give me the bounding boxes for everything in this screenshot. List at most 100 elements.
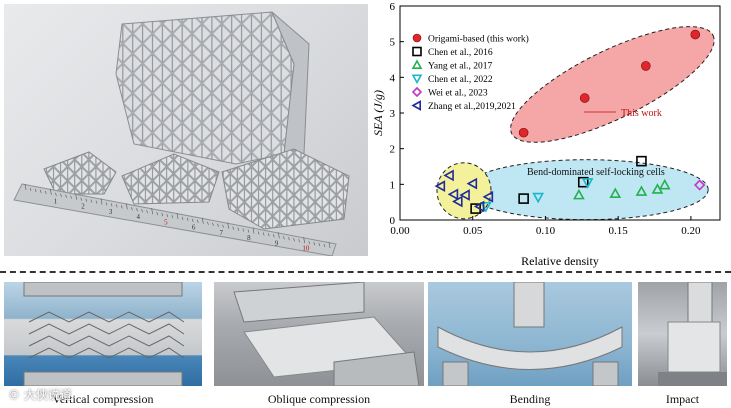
ruler-tick xyxy=(80,197,83,201)
ruler-tick xyxy=(166,213,169,218)
ruler-tick xyxy=(100,198,103,205)
x-tick-label: 0.20 xyxy=(681,225,701,237)
data-point-series-5 xyxy=(466,177,478,190)
small-specimen-3 xyxy=(221,148,350,230)
ruler-number: 1 xyxy=(54,197,58,205)
caption-impact: Impact xyxy=(665,392,700,406)
data-point-series-5 xyxy=(473,200,485,213)
legend-label-1: Chen et al., 2016 xyxy=(428,48,493,58)
data-point-series-1 xyxy=(636,155,647,167)
ruler-tick xyxy=(24,183,27,191)
ruler-tick xyxy=(181,216,184,221)
legend-marker-4 xyxy=(411,86,423,98)
ruler-number: 3 xyxy=(109,208,113,216)
y-tick-label: 0 xyxy=(390,215,396,227)
y-tick-label: 4 xyxy=(390,72,396,84)
ruler-number: 8 xyxy=(247,234,251,242)
ruler-tick xyxy=(247,229,250,233)
oblique-lattice-icon xyxy=(233,282,420,386)
small-specimen-2 xyxy=(121,153,220,205)
ruler-tick xyxy=(207,221,209,225)
ruler-tick xyxy=(303,237,305,244)
legend-marker-1 xyxy=(412,46,422,57)
ruler-tick xyxy=(262,232,265,236)
data-point-series-5 xyxy=(482,190,494,203)
ruler-tick xyxy=(308,241,311,245)
data-point-series-5 xyxy=(443,169,454,182)
ruler-number: 9 xyxy=(275,239,279,247)
data-point-series-2 xyxy=(573,188,585,200)
legend-marker-2 xyxy=(411,59,423,69)
ruler-tick xyxy=(283,236,285,240)
ruler-tick xyxy=(288,237,290,241)
ruler-tick xyxy=(90,199,93,203)
ruler-tick xyxy=(293,238,295,242)
ruler-tick xyxy=(257,231,260,235)
ruler-tick xyxy=(278,232,280,239)
ruler-tick xyxy=(151,208,153,215)
vertical-lattice-icon xyxy=(23,282,185,386)
data-point-series-3 xyxy=(581,178,594,189)
ruler-tick xyxy=(232,226,235,230)
ruler-number: 2 xyxy=(81,203,85,211)
ruler-tick xyxy=(318,242,321,247)
data-point-series-3 xyxy=(532,192,545,204)
legend-marker-0 xyxy=(412,33,422,43)
ruler-number: 6 xyxy=(192,224,196,232)
ruler-tick xyxy=(75,193,77,200)
caption-bending: Bending xyxy=(509,392,551,406)
data-point-series-2 xyxy=(609,187,622,199)
sea-vs-density-chart: 0 1 2 3 4 5 6 0.00 0.05 0.10 0.15 0.20 Origami-bas… xyxy=(370,0,731,270)
x-tick-label: 0.15 xyxy=(609,225,629,237)
data-point-series-5 xyxy=(459,189,470,201)
legend-marker-5 xyxy=(411,100,422,111)
ruler-tick xyxy=(70,195,72,199)
chart-canvas: 0 1 2 3 4 5 6 0.00 0.05 0.10 0.15 0.20 Origami-bas… xyxy=(371,1,721,268)
small-specimen-1 xyxy=(43,151,117,195)
ruler: 1 2 3 4 5 6 7 8 9 10 xyxy=(13,183,337,257)
ruler-tick xyxy=(252,227,255,234)
ruler-tick xyxy=(120,205,123,209)
ruler-tick xyxy=(237,227,240,231)
ruler-tick xyxy=(146,210,148,214)
origami-specimens-photo: 1 2 3 4 5 6 7 8 9 10 xyxy=(4,4,368,257)
ruler-tick xyxy=(171,214,174,219)
data-point-series-1 xyxy=(518,193,529,204)
impact-lattice-icon xyxy=(658,282,727,386)
annotation-bend-dominated: Bend-dominated self-locking cells xyxy=(527,167,665,178)
data-point-series-0 xyxy=(690,29,701,40)
ruler-tick xyxy=(313,242,316,246)
data-point-series-1 xyxy=(577,176,589,188)
data-point-series-0 xyxy=(579,93,590,103)
data-point-series-5 xyxy=(447,188,459,201)
data-point-series-5 xyxy=(434,180,446,192)
ruler-tick xyxy=(272,234,275,238)
ruler-tick xyxy=(131,207,133,211)
watermark: © 大侠说道 xyxy=(8,388,72,402)
oblique-compression-photo xyxy=(214,282,424,386)
ruler-tick xyxy=(298,239,300,243)
large-lattice-block xyxy=(115,11,310,165)
annotation-this-work: This work xyxy=(621,108,662,119)
x-axis-label: Relative density xyxy=(521,254,599,268)
ruler-tick xyxy=(55,192,57,196)
ruler-tick xyxy=(44,190,47,194)
legend-label-3: Chen et al., 2022 xyxy=(428,75,493,85)
ruler-tick xyxy=(217,223,219,227)
ruler-tick xyxy=(191,218,194,222)
ruler-tick xyxy=(161,213,164,217)
ruler-tick xyxy=(267,233,270,237)
data-point-series-4 xyxy=(694,179,706,191)
y-tick-label: 5 xyxy=(390,37,396,49)
x-tick-label: 0.00 xyxy=(390,225,410,237)
y-tick-label: 3 xyxy=(390,108,396,120)
x-tick-label: 0.05 xyxy=(463,225,483,237)
ruler-number: 5 xyxy=(164,218,168,226)
ruler-tick xyxy=(176,212,179,220)
ruler-number: 7 xyxy=(219,229,223,237)
ruler-tick xyxy=(115,204,118,208)
ruler-tick xyxy=(29,187,32,192)
section-divider xyxy=(0,271,731,273)
y-tick-label: 2 xyxy=(390,144,396,156)
ruler-number: 4 xyxy=(137,213,141,221)
